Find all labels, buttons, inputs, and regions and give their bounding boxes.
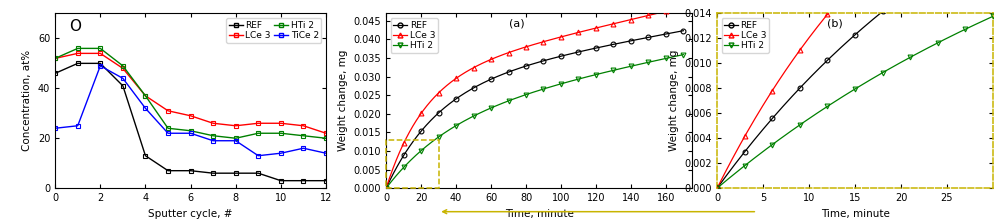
LCe 3 xyxy=(320,132,332,135)
Text: (b): (b) xyxy=(827,19,843,29)
LCe 3 xyxy=(161,110,174,112)
REF xyxy=(161,169,174,172)
REF xyxy=(49,72,61,75)
TiCe 2 xyxy=(229,139,241,142)
HTi 2 xyxy=(252,132,264,135)
LCe 3 xyxy=(184,114,196,117)
HTi 2 xyxy=(184,129,196,132)
Y-axis label: Weight change, mg: Weight change, mg xyxy=(338,50,348,151)
REF xyxy=(72,62,84,65)
REF xyxy=(116,84,128,87)
X-axis label: Time, minute: Time, minute xyxy=(504,209,573,219)
TiCe 2 xyxy=(206,139,218,142)
HTi 2 xyxy=(116,65,128,67)
REF xyxy=(252,172,264,174)
TiCe 2 xyxy=(49,127,61,130)
LCe 3 xyxy=(139,95,151,97)
HTi 2 xyxy=(206,134,218,137)
HTi 2 xyxy=(94,47,106,50)
REF xyxy=(297,179,309,182)
LCe 3 xyxy=(116,67,128,70)
TiCe 2 xyxy=(184,132,196,135)
HTi 2 xyxy=(320,137,332,140)
Line: REF: REF xyxy=(53,61,328,183)
Bar xyxy=(386,140,438,188)
Y-axis label: Concentration, at%: Concentration, at% xyxy=(22,50,32,151)
LCe 3 xyxy=(206,122,218,125)
HTi 2 xyxy=(229,137,241,140)
X-axis label: Sputter cycle, #: Sputter cycle, # xyxy=(148,209,232,219)
HTi 2 xyxy=(297,134,309,137)
Text: (a): (a) xyxy=(508,19,524,29)
Line: TiCe 2: TiCe 2 xyxy=(53,63,328,158)
Line: HTi 2: HTi 2 xyxy=(53,46,328,141)
TiCe 2 xyxy=(94,65,106,67)
LCe 3 xyxy=(275,122,287,125)
LCe 3 xyxy=(252,122,264,125)
LCe 3 xyxy=(94,52,106,55)
REF xyxy=(320,179,332,182)
LCe 3 xyxy=(72,52,84,55)
TiCe 2 xyxy=(161,132,174,135)
Legend: REF, LCe 3, HTi 2: REF, LCe 3, HTi 2 xyxy=(721,18,769,53)
REF xyxy=(184,169,196,172)
REF xyxy=(206,172,218,174)
TiCe 2 xyxy=(320,152,332,155)
Text: O: O xyxy=(68,19,80,34)
LCe 3 xyxy=(297,124,309,127)
REF xyxy=(229,172,241,174)
HTi 2 xyxy=(139,95,151,97)
X-axis label: Time, minute: Time, minute xyxy=(820,209,889,219)
Legend: REF, LCe 3, HTi 2, TiCe 2: REF, LCe 3, HTi 2, TiCe 2 xyxy=(226,18,321,43)
Line: LCe 3: LCe 3 xyxy=(53,51,328,136)
HTi 2 xyxy=(49,57,61,60)
Legend: REF, LCe 3, HTi 2: REF, LCe 3, HTi 2 xyxy=(391,18,438,53)
HTi 2 xyxy=(72,47,84,50)
REF xyxy=(139,154,151,157)
TiCe 2 xyxy=(72,124,84,127)
TiCe 2 xyxy=(116,77,128,80)
Y-axis label: Weight change, mg: Weight change, mg xyxy=(668,50,678,151)
TiCe 2 xyxy=(139,107,151,110)
LCe 3 xyxy=(229,124,241,127)
HTi 2 xyxy=(161,127,174,130)
HTi 2 xyxy=(275,132,287,135)
REF xyxy=(94,62,106,65)
TiCe 2 xyxy=(252,154,264,157)
TiCe 2 xyxy=(275,152,287,155)
LCe 3 xyxy=(49,57,61,60)
REF xyxy=(275,179,287,182)
TiCe 2 xyxy=(297,147,309,150)
